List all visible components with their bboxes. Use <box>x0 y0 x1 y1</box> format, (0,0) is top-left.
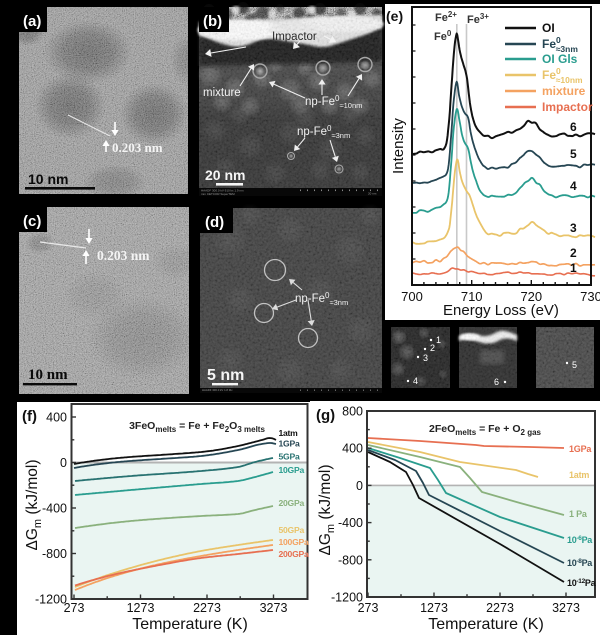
svg-text:Temperature (K): Temperature (K) <box>132 616 248 633</box>
svg-text:(f): (f) <box>22 408 37 425</box>
svg-text:730: 730 <box>580 289 600 304</box>
svg-text:200GPa: 200GPa <box>279 549 310 559</box>
svg-text:Impactor: Impactor <box>272 31 317 43</box>
svg-text:710: 710 <box>461 289 483 304</box>
svg-text:1273: 1273 <box>420 601 448 615</box>
svg-text:3: 3 <box>570 221 577 235</box>
svg-text:-1200: -1200 <box>35 593 67 607</box>
svg-text:Impactor: Impactor <box>542 100 593 114</box>
svg-text:10GPa: 10GPa <box>279 465 305 475</box>
svg-text:-1200: -1200 <box>331 591 363 605</box>
svg-text:(e): (e) <box>386 8 403 24</box>
svg-text:10-6Pa: 10-6Pa <box>567 535 593 545</box>
svg-text:273: 273 <box>64 601 85 615</box>
svg-text:20 nm: 20 nm <box>368 192 377 196</box>
svg-text:0: 0 <box>60 456 67 470</box>
svg-text:3273: 3273 <box>552 601 580 615</box>
svg-text:mixture: mixture <box>542 84 586 98</box>
svg-text:-400: -400 <box>42 502 67 516</box>
svg-text:5: 5 <box>570 147 577 161</box>
svg-text:HAADF 300.0 kV 910 kx 1.9 nm: HAADF 300.0 kV 910 kx 1.9 nm <box>201 189 244 193</box>
svg-text:20GPa: 20GPa <box>279 498 305 508</box>
svg-text:4: 4 <box>413 376 418 386</box>
svg-text:Energy Loss (eV): Energy Loss (eV) <box>443 302 559 319</box>
svg-text:1atm: 1atm <box>569 470 589 480</box>
svg-text:Intensity: Intensity <box>390 118 407 174</box>
svg-text:800: 800 <box>342 405 363 419</box>
svg-text:2: 2 <box>430 343 435 353</box>
svg-text:mixture: mixture <box>203 87 241 99</box>
svg-text:(g): (g) <box>316 407 335 424</box>
svg-text:-400: -400 <box>338 516 363 530</box>
svg-text:10 nm: 10 nm <box>28 171 68 187</box>
svg-text:6: 6 <box>494 377 499 387</box>
svg-text:(d): (d) <box>205 214 224 231</box>
svg-text:OI Gls: OI Gls <box>542 52 578 66</box>
svg-text:720: 720 <box>520 289 542 304</box>
svg-text:3273: 3273 <box>260 601 288 615</box>
svg-text:10 nm: 10 nm <box>28 367 68 383</box>
svg-text:400: 400 <box>46 411 67 425</box>
svg-text:-800: -800 <box>338 553 363 567</box>
svg-text:1273: 1273 <box>127 601 155 615</box>
svg-text:1 Pa: 1 Pa <box>569 509 588 519</box>
svg-text:OI: OI <box>542 21 555 35</box>
svg-text:5GPa: 5GPa <box>279 452 300 462</box>
svg-text:0.203 nm: 0.203 nm <box>112 140 163 155</box>
svg-text:(b): (b) <box>203 13 222 30</box>
svg-text:10-8Pa: 10-8Pa <box>567 558 593 568</box>
svg-text:700: 700 <box>401 289 423 304</box>
svg-text:2273: 2273 <box>193 601 221 615</box>
svg-text:Temperature (K): Temperature (K) <box>428 616 544 633</box>
svg-text:(c): (c) <box>23 213 41 230</box>
svg-text:3: 3 <box>423 353 428 363</box>
svg-text:0.203 nm: 0.203 nm <box>97 248 150 263</box>
svg-text:400: 400 <box>342 442 363 456</box>
svg-text:1GPa: 1GPa <box>569 444 592 454</box>
svg-text:HAADF 300.0 kV 1.8 Mx: HAADF 300.0 kV 1.8 Mx <box>202 388 233 392</box>
svg-text:5: 5 <box>572 360 577 370</box>
svg-text:5 nm: 5 nm <box>207 367 244 384</box>
svg-text:(a): (a) <box>23 13 41 30</box>
svg-text:2273: 2273 <box>486 601 514 615</box>
svg-text:1GPa: 1GPa <box>279 439 300 449</box>
svg-text:1: 1 <box>570 261 577 275</box>
svg-text:-800: -800 <box>42 547 67 561</box>
svg-text:20 nm: 20 nm <box>205 167 245 183</box>
svg-text:mm CETCOR SuperTEM: mm CETCOR SuperTEM <box>201 192 235 196</box>
svg-text:4: 4 <box>570 179 577 193</box>
svg-text:1atm: 1atm <box>279 428 299 438</box>
svg-text:0: 0 <box>356 479 363 493</box>
svg-text:100GPa: 100GPa <box>279 537 310 547</box>
svg-text:6: 6 <box>570 120 577 134</box>
svg-text:1: 1 <box>436 335 441 345</box>
svg-text:10-12Pa: 10-12Pa <box>567 578 597 588</box>
svg-text:2: 2 <box>570 246 577 260</box>
svg-text:273: 273 <box>358 601 379 615</box>
svg-text:50GPa: 50GPa <box>279 525 305 535</box>
